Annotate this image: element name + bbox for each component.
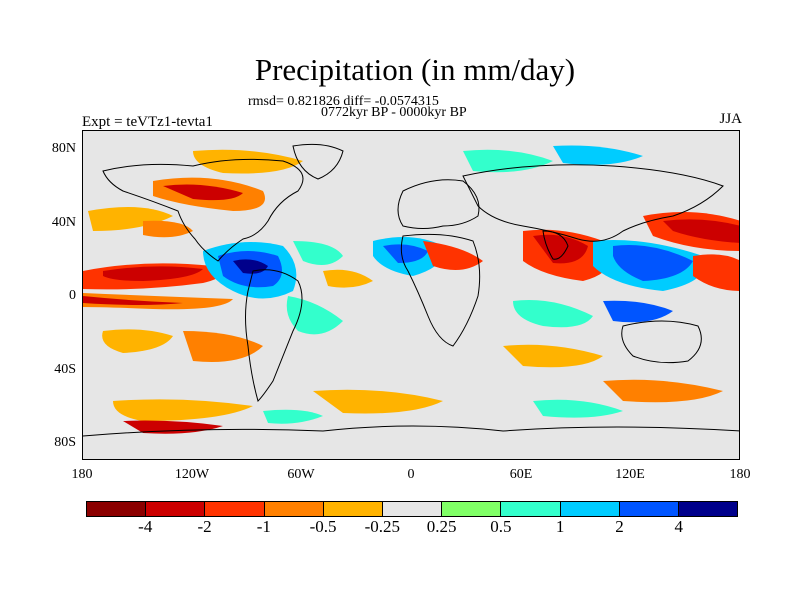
colorbar-box (382, 502, 443, 516)
colorbar-box (560, 502, 620, 516)
y-tick-label: 0 (69, 288, 76, 303)
colorbar-label: -1 (256, 517, 271, 536)
colorbar-label: -0.5 (309, 517, 337, 536)
x-tick-label: 120E (615, 467, 645, 482)
y-tick-label: 40N (51, 215, 76, 230)
colorbar-label: 0.25 (426, 517, 457, 536)
colorbar (86, 501, 738, 517)
precipitation-map (82, 130, 740, 460)
y-tick-label: 40S (54, 362, 76, 377)
plot-title: Precipitation (in mm/day) (254, 52, 576, 87)
x-tick-label: 120W (174, 467, 210, 482)
colorbar-box (264, 502, 324, 516)
colorbar-label: -4 (138, 517, 153, 536)
x-tick-label: 60W (287, 467, 315, 482)
colorbar-box (87, 502, 147, 516)
colorbar-box (146, 502, 206, 516)
colorbar-box (323, 502, 383, 516)
period-line: 0772kyr BP - 0000kyr BP (321, 105, 467, 120)
coastlines (83, 143, 739, 437)
colorbar-label: 2 (615, 517, 624, 536)
experiment-label: Expt = teVTz1-tevta1 (82, 114, 213, 130)
y-tick-label: 80S (54, 435, 76, 450)
stats-line: rmsd= 0.821826 diff= -0.0574315 (248, 94, 439, 109)
season-label: JJA (719, 111, 742, 127)
colorbar-label: 4 (674, 517, 683, 536)
x-tick-label: 0 (407, 467, 415, 482)
colorbar-box (619, 502, 679, 516)
x-tick-label: 180 (729, 467, 751, 482)
y-tick-label: 80N (51, 141, 76, 156)
colorbar-label: 0.5 (490, 517, 512, 536)
x-tick-label: 180 (71, 467, 93, 482)
map-field (83, 143, 739, 437)
x-tick-label: 60E (509, 467, 533, 482)
anomaly-field (83, 145, 739, 434)
colorbar-box (678, 502, 738, 516)
colorbar-box (205, 502, 265, 516)
colorbar-box (442, 502, 502, 516)
colorbar-label: 1 (555, 517, 565, 536)
colorbar-box (501, 502, 561, 516)
colorbar-label: -0.25 (364, 517, 401, 536)
colorbar-label: -2 (197, 517, 212, 536)
